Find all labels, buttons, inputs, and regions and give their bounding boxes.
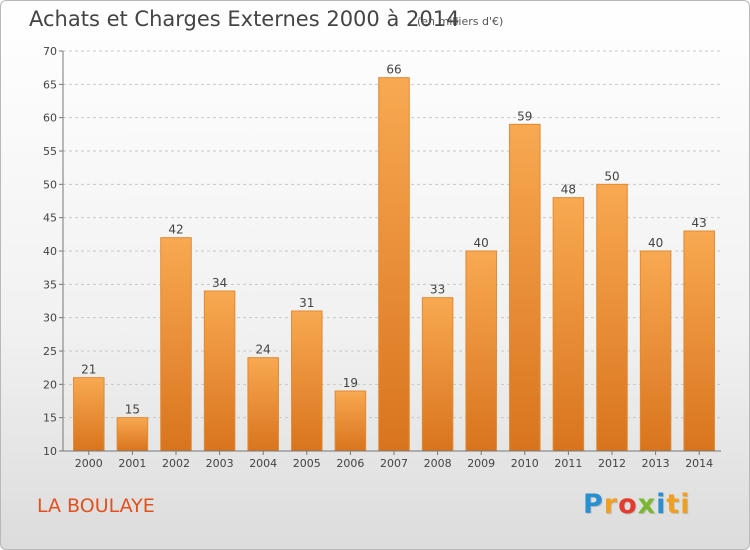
y-tick-label: 60 [43,112,57,125]
bar-2004 [247,357,279,452]
x-tick-label-2001: 2001 [118,457,146,470]
value-label-2009: 40 [474,236,489,250]
value-label-2005: 31 [299,296,314,310]
x-tick-label-2014: 2014 [685,457,713,470]
bar-2001 [116,417,149,452]
value-label-2003: 34 [212,276,227,290]
bar-2009 [465,250,497,452]
x-tick-label-2002: 2002 [162,457,190,470]
y-tick-label: 10 [43,445,57,458]
x-tick-label-2000: 2000 [75,457,103,470]
value-label-2008: 33 [430,283,445,297]
value-label-2001: 15 [125,403,140,417]
bar-2012 [596,183,628,452]
bar-2011 [552,197,585,452]
x-tick-label-2004: 2004 [249,457,277,470]
bar-2000 [73,377,105,452]
bar-2005 [291,310,323,452]
y-tick-label: 70 [43,45,57,58]
x-tick-label-2007: 2007 [380,457,408,470]
y-tick-label: 30 [43,312,57,325]
bar-2008 [421,297,454,452]
commune-name: LA BOULAYE [37,495,155,517]
y-tick-label: 35 [43,278,57,291]
axes: 10 15 20 25 30 35 40 45 50 55 60 65 70 2000 2001 2002 20… [43,45,721,470]
x-tick-label-2013: 2013 [642,457,670,470]
bar-2007 [378,77,410,452]
value-label-2002: 42 [168,223,183,237]
value-label-2014: 43 [692,216,707,230]
bar-2003 [203,290,236,452]
x-tick-label-2009: 2009 [467,457,495,470]
x-tick-label-2008: 2008 [424,457,452,470]
y-tick-label: 50 [43,178,57,191]
value-label-2011: 48 [561,183,576,197]
x-tick-label-2010: 2010 [511,457,539,470]
x-tick-label-2012: 2012 [598,457,626,470]
x-tick-label-2011: 2011 [554,457,582,470]
x-tick-label-2005: 2005 [293,457,321,470]
chart-title: Achats et Charges Externes 2000 à 2014 [29,7,460,31]
bar-2014 [683,230,715,452]
y-tick-label: 20 [43,378,57,391]
value-label-2007: 66 [386,63,401,77]
value-label-2004: 24 [256,343,271,357]
x-tick-label-2003: 2003 [206,457,234,470]
y-tick-label: 55 [43,145,57,158]
y-tick-label: 40 [43,245,57,258]
bar-2002 [160,237,192,452]
bar-2013 [639,250,672,452]
y-tick-label: 45 [43,212,57,225]
value-label-2000: 21 [81,363,96,377]
y-tick-label: 25 [43,345,57,358]
chart-unit: (en milliers d'€) [417,15,504,28]
value-label-2010: 59 [517,109,532,123]
bars: 21 15 42 34 24 31 19 66 33 40 59 48 50 40 43 [73,63,715,452]
y-tick-label: 65 [43,78,57,91]
value-label-2006: 19 [343,376,358,390]
bar-2010 [509,123,541,452]
x-tick-label-2006: 2006 [336,457,364,470]
y-tick-label: 15 [43,412,57,425]
value-label-2013: 40 [648,236,663,250]
bar-2006 [334,390,367,452]
value-label-2012: 50 [604,169,619,183]
proxiti-logo: Proxiti [583,489,691,520]
